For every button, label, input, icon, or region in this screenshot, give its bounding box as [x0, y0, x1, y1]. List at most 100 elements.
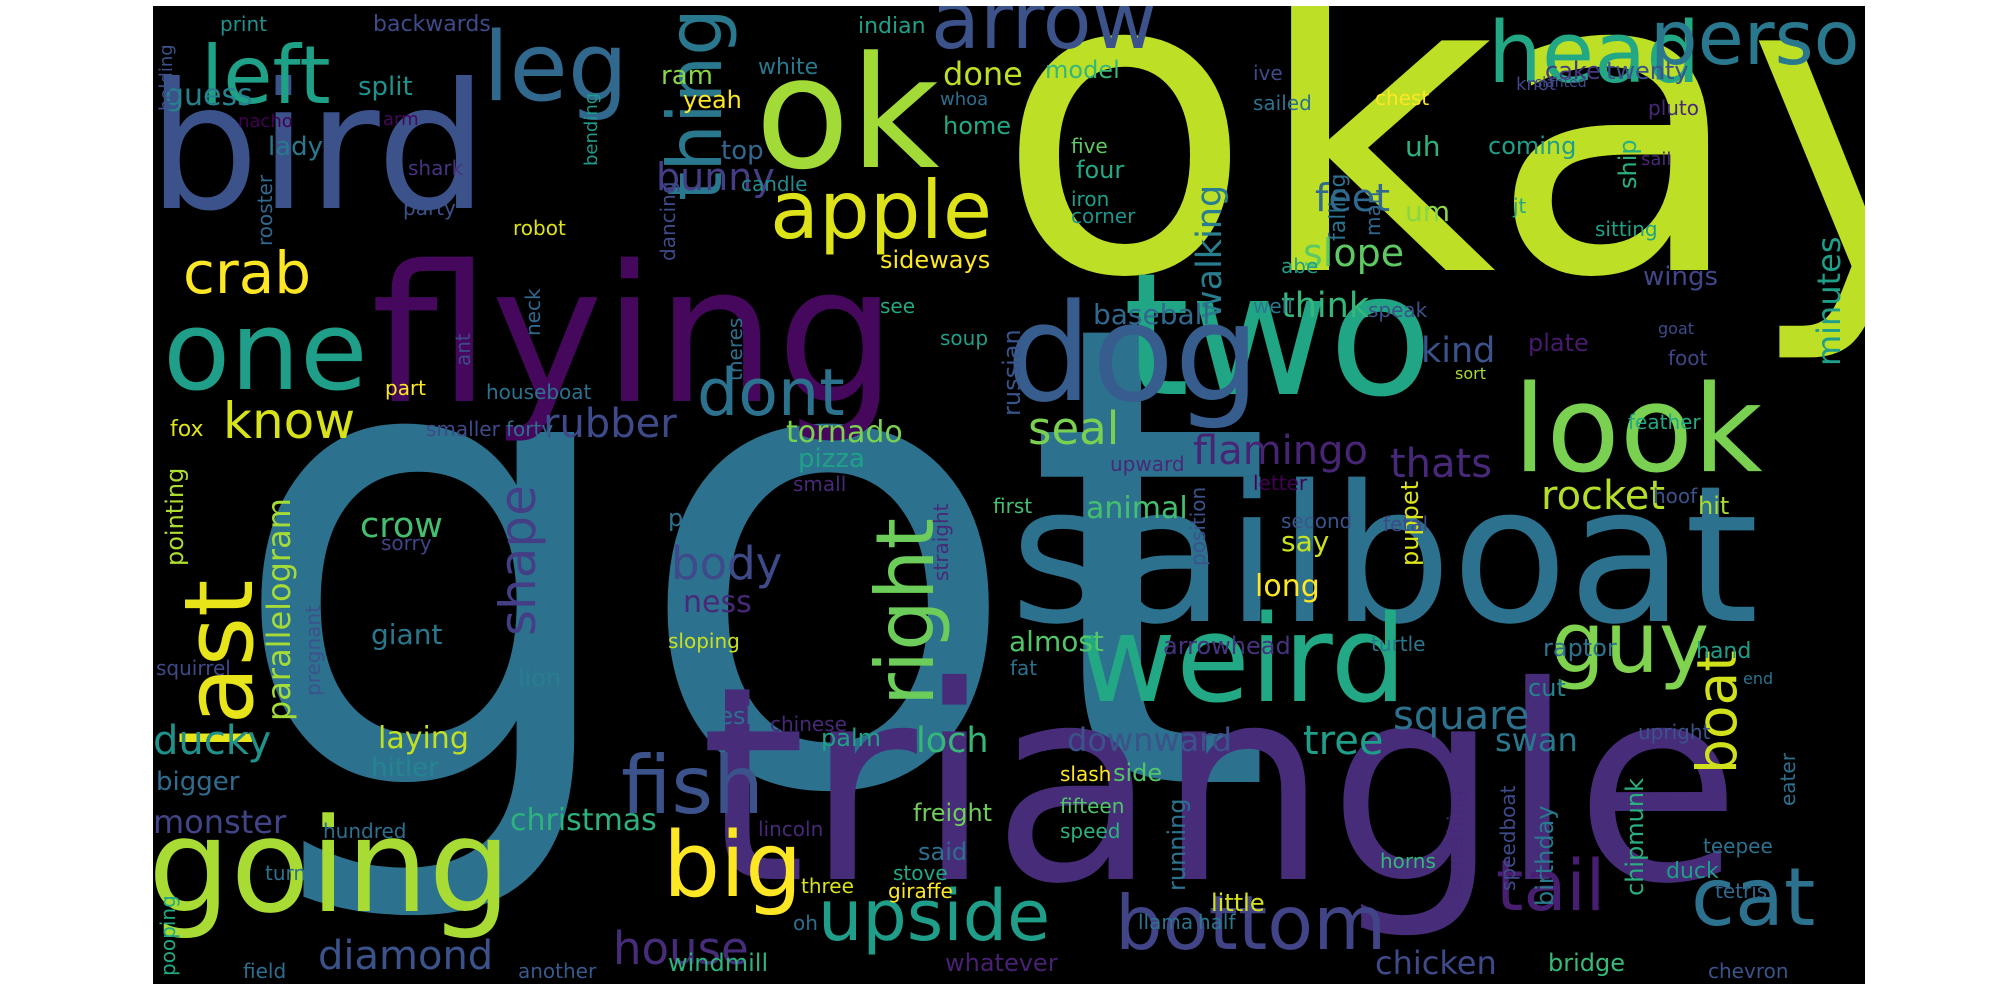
- word: ducky: [153, 718, 272, 764]
- word: flamingo: [1193, 428, 1368, 474]
- word: teepee: [1703, 834, 1773, 858]
- word: arrowhead: [1163, 632, 1291, 660]
- word: pooping: [156, 895, 180, 976]
- word: first: [993, 494, 1033, 518]
- word: diamond: [318, 933, 494, 979]
- word: sailboat: [1010, 445, 1759, 666]
- word: baseball: [1093, 298, 1211, 331]
- word: duck: [1666, 859, 1719, 884]
- word: split: [358, 72, 413, 102]
- word: ok: [755, 23, 940, 204]
- word-cloud: got okay triangle sailboat flying bird t…: [153, 6, 1865, 984]
- word: seal: [1028, 402, 1120, 455]
- word: hit: [1698, 492, 1730, 520]
- word: lincoln: [758, 817, 824, 841]
- word: something: [1443, 790, 1467, 896]
- word: position: [1186, 486, 1210, 566]
- word: print: [220, 12, 267, 36]
- word: end: [1743, 669, 1774, 688]
- word: loch: [916, 721, 989, 761]
- word: boat: [1685, 650, 1749, 774]
- word: fish: [621, 739, 764, 832]
- word: side: [1113, 759, 1163, 787]
- word: smaller: [426, 417, 500, 441]
- word: sloping: [668, 629, 740, 653]
- word: eater: [1776, 753, 1800, 806]
- word: ship: [1614, 139, 1642, 189]
- word: five: [1071, 134, 1108, 158]
- word: dont: [697, 356, 845, 431]
- word: straight: [929, 503, 953, 581]
- word: christmas: [510, 803, 657, 838]
- word: cake: [1545, 57, 1601, 85]
- word: plate: [1528, 329, 1589, 357]
- word: wings: [1643, 262, 1719, 292]
- word: one: [163, 287, 368, 415]
- word: shape: [489, 485, 547, 636]
- word: swan: [1495, 721, 1578, 759]
- word: downward: [1067, 721, 1233, 759]
- word: houseboat: [486, 380, 592, 404]
- word: animal: [1086, 491, 1188, 526]
- word: hoof: [1653, 484, 1698, 508]
- word: half: [1198, 910, 1236, 934]
- word: dancing: [656, 181, 680, 261]
- word: rooster: [253, 174, 277, 246]
- word: feet: [1315, 176, 1391, 220]
- word: rocket: [1541, 473, 1666, 519]
- word: kind: [1421, 331, 1496, 371]
- word: chevron: [1708, 959, 1789, 983]
- word: foot: [1668, 346, 1708, 370]
- word: ram: [661, 61, 713, 91]
- word: bridge: [1548, 949, 1626, 977]
- word: slope: [1303, 231, 1405, 275]
- word: birthday: [1531, 805, 1559, 906]
- word: palm: [821, 724, 881, 752]
- word: okay: [996, 6, 1865, 370]
- word: tetris: [1715, 879, 1768, 903]
- word: big: [663, 813, 803, 918]
- word: minutes: [1810, 236, 1848, 366]
- word: almost: [1009, 625, 1104, 658]
- word: sideways: [880, 246, 991, 274]
- word: russian: [998, 329, 1026, 416]
- word: giant: [371, 618, 443, 651]
- word: look: [1513, 361, 1763, 500]
- word: lion: [518, 664, 562, 692]
- word: tail: [1496, 845, 1606, 927]
- word: pointing: [161, 467, 189, 566]
- word: neck: [521, 288, 545, 336]
- word: backwards: [373, 12, 491, 37]
- word: got: [226, 188, 1275, 933]
- word: coming: [1488, 132, 1577, 160]
- word: see: [880, 294, 916, 318]
- word: body: [671, 537, 783, 590]
- word: top: [721, 136, 764, 166]
- word: another: [518, 959, 597, 983]
- word: hitler: [371, 753, 439, 783]
- word: sail: [1641, 149, 1672, 170]
- word: field: [243, 959, 287, 983]
- word: fifteen: [1060, 794, 1125, 818]
- word: feather: [1628, 410, 1701, 434]
- word: model: [1045, 56, 1120, 84]
- word: shark: [408, 156, 464, 180]
- word: slash: [1060, 762, 1112, 786]
- word: monster: [153, 803, 287, 841]
- word: letter: [1253, 471, 1308, 495]
- word: desk: [703, 702, 760, 730]
- word: second: [1281, 509, 1353, 533]
- word: sailed: [1253, 91, 1312, 115]
- word: chinese: [770, 712, 847, 736]
- word: squirrel: [156, 656, 231, 680]
- word: small: [793, 472, 847, 496]
- word: long: [1255, 569, 1320, 604]
- word: tornado: [786, 415, 903, 450]
- word: yeah: [683, 86, 742, 114]
- word: apple: [770, 164, 993, 257]
- word: well: [1253, 294, 1293, 318]
- word: thats: [1390, 441, 1493, 487]
- word: ive: [1253, 61, 1283, 85]
- word: falling: [1326, 173, 1351, 241]
- word: said: [918, 838, 968, 866]
